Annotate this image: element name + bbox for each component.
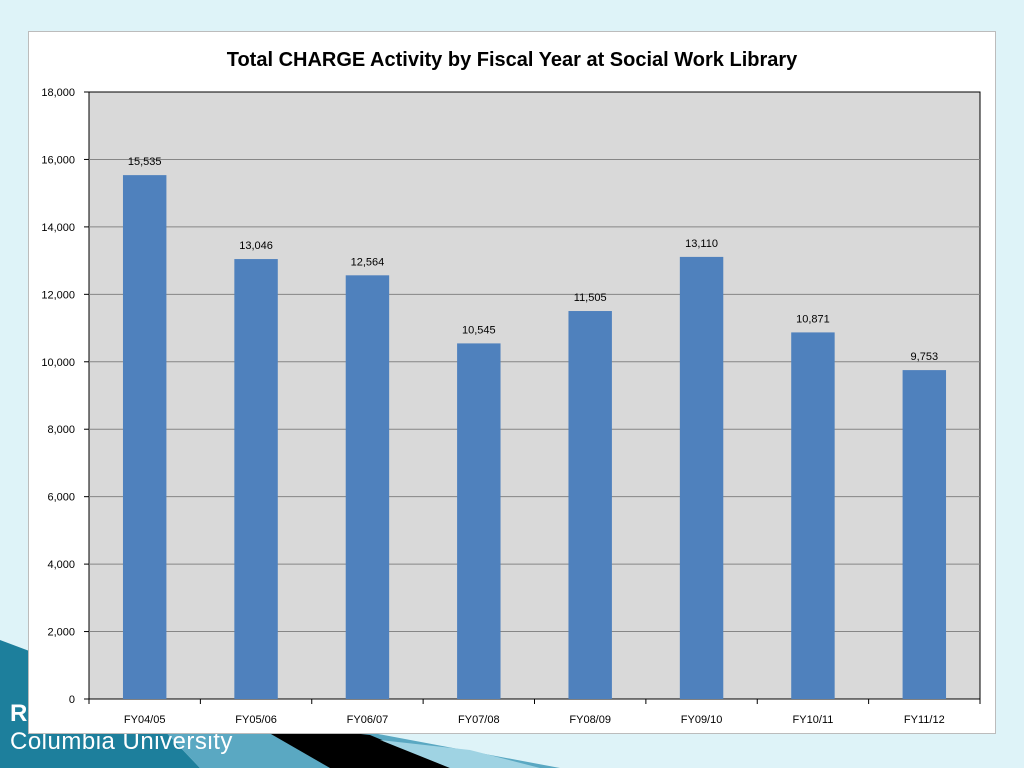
bars: 15,535 13,046 12,564 10,545 11,505 13,110 10,8… [122, 156, 947, 700]
y-tick-label: 8,000 [47, 424, 75, 436]
y-tick-label: 4,000 [47, 559, 75, 571]
footer-text-partial: R [10, 700, 27, 726]
data-label: 9,753 [911, 351, 939, 363]
y-tick-label: 0 [69, 694, 75, 706]
bar [679, 256, 724, 699]
chart-title: Total CHARGE Activity by Fiscal Year at … [227, 49, 798, 71]
data-label: 15,535 [128, 156, 162, 168]
x-tick-label: FY10/11 [793, 714, 834, 726]
x-tick-label: FY08/09 [569, 714, 611, 726]
bar [902, 370, 947, 699]
bar [234, 259, 278, 699]
plot-area [88, 91, 981, 700]
y-tick-label: 10,000 [41, 357, 75, 369]
x-axis: FY04/05 FY05/06 FY06/07 FY07/08 FY08/09 FY09/… [88, 699, 981, 726]
data-label: 13,046 [239, 240, 273, 252]
bar [345, 275, 390, 699]
data-label: 11,505 [574, 292, 607, 304]
bar [791, 332, 835, 699]
data-label: 12,564 [351, 256, 385, 268]
y-tick-label: 16,000 [41, 154, 75, 166]
x-tick-label: FY06/07 [347, 714, 389, 726]
y-tick-label: 2,000 [47, 627, 75, 639]
chart-frame: Total CHARGE Activity by Fiscal Year at … [28, 31, 996, 734]
x-tick-label: FY04/05 [124, 714, 166, 726]
data-label: 10,871 [796, 313, 830, 325]
y-tick-label: 6,000 [47, 492, 75, 504]
data-label: 13,110 [685, 238, 718, 250]
data-label: 10,545 [462, 324, 496, 336]
y-axis: 0 2,000 4,000 6,000 8,000 10,000 12,000 14,000 1… [41, 87, 89, 706]
footer-accent-light [380, 740, 540, 768]
y-tick-label: 12,000 [41, 289, 75, 301]
chart: Total CHARGE Activity by Fiscal Year at … [41, 49, 981, 726]
y-tick-label: 18,000 [41, 87, 75, 99]
x-tick-label: FY09/10 [681, 714, 723, 726]
bar [457, 343, 501, 699]
x-tick-label: FY11/12 [904, 714, 945, 726]
x-tick-label: FY05/06 [235, 714, 277, 726]
x-tick-label: FY07/08 [458, 714, 500, 726]
bar [568, 311, 612, 699]
bar [122, 175, 167, 700]
y-tick-label: 14,000 [41, 222, 75, 234]
